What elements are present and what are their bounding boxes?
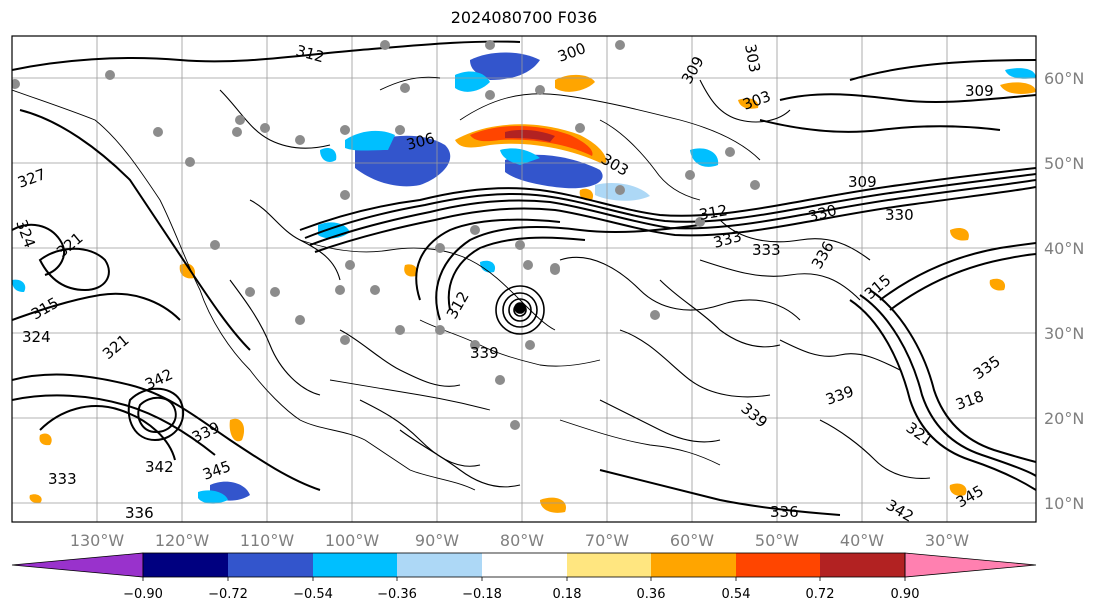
- contour-label: 333: [752, 241, 781, 259]
- colorbar-tick: −0.90: [123, 587, 163, 602]
- latitude-axis: 60°N 50°N 40°N 30°N 20°N 10°N: [1044, 69, 1084, 513]
- contour-label: 336: [125, 504, 154, 522]
- contour-label: 309: [965, 82, 994, 100]
- colorbar-tick: 0.90: [891, 587, 920, 602]
- lat-label: 40°N: [1044, 239, 1084, 258]
- colorbar-segment: [397, 553, 482, 577]
- colorbar-tick: −0.36: [377, 587, 417, 602]
- colorbar-tick: 0.18: [553, 587, 582, 602]
- lon-label: 60°W: [670, 531, 714, 550]
- theta-contours: [12, 40, 1036, 516]
- colorbar-segment: [820, 553, 905, 577]
- negative-anomaly-patches: [12, 52, 1036, 504]
- colorbar-extend-high: [904, 552, 1037, 578]
- colorbar-tick: 0.54: [722, 587, 751, 602]
- colorbar-segments: [11, 552, 1037, 581]
- colorbar-segment: [567, 553, 651, 577]
- colorbar-segment: [651, 553, 736, 577]
- lon-label: 70°W: [585, 531, 629, 550]
- colorbar-segment: [143, 553, 228, 577]
- lat-label: 50°N: [1044, 154, 1084, 173]
- colorbar-tick: −0.18: [462, 587, 502, 602]
- contour-label: 303: [741, 43, 764, 74]
- colorbar-segment: [482, 553, 567, 577]
- colorbar-extend-low: [11, 552, 144, 578]
- colorbar-tick: −0.72: [208, 587, 248, 602]
- contour-label: 336: [770, 503, 799, 521]
- lat-label: 60°N: [1044, 69, 1084, 88]
- lon-label: 90°W: [415, 531, 459, 550]
- map-frame: [11, 35, 1037, 523]
- colorbar-outline: [142, 552, 906, 578]
- colorbar: −0.90 −0.72 −0.54 −0.36 −0.18 0.18 0.36 …: [11, 552, 1037, 602]
- colorbar-segment: [736, 553, 820, 577]
- contour-label: 312: [698, 201, 729, 224]
- lon-label: 80°W: [500, 531, 544, 550]
- lat-label: 20°N: [1044, 409, 1084, 428]
- colorbar-tick: 0.36: [637, 587, 666, 602]
- contour-label: 309: [848, 173, 877, 191]
- colorbar-tick: 0.72: [806, 587, 835, 602]
- contour-label: 330: [885, 206, 914, 224]
- lon-label: 120°W: [155, 531, 210, 550]
- lon-label: 100°W: [325, 531, 380, 550]
- lon-label: 130°W: [70, 531, 125, 550]
- longitude-axis: 130°W 120°W 110°W 100°W 90°W 80°W 70°W 6…: [70, 531, 969, 550]
- lon-label: 40°W: [840, 531, 884, 550]
- colorbar-segment: [228, 553, 313, 577]
- colorbar-tick: −0.54: [293, 587, 333, 602]
- colorbar-segment: [313, 553, 397, 577]
- lat-label: 10°N: [1044, 494, 1084, 513]
- contour-label: 342: [145, 458, 174, 476]
- convective-contours: [219, 79, 931, 488]
- colorbar-ticks: −0.90 −0.72 −0.54 −0.36 −0.18 0.18 0.36 …: [123, 587, 919, 602]
- lat-label: 30°N: [1044, 324, 1084, 343]
- contour-label: 324: [22, 328, 51, 346]
- lon-label: 50°W: [755, 531, 799, 550]
- lon-label: 30°W: [925, 531, 969, 550]
- marker-dots: [12, 40, 760, 430]
- map-background: [12, 36, 1036, 522]
- low-centre: [495, 285, 545, 335]
- graticule: [12, 36, 1036, 522]
- contour-label: 339: [470, 344, 499, 362]
- chart-title: 2024080700 F036: [450, 8, 598, 27]
- lon-label: 110°W: [240, 531, 295, 550]
- contour-label: 333: [48, 470, 77, 488]
